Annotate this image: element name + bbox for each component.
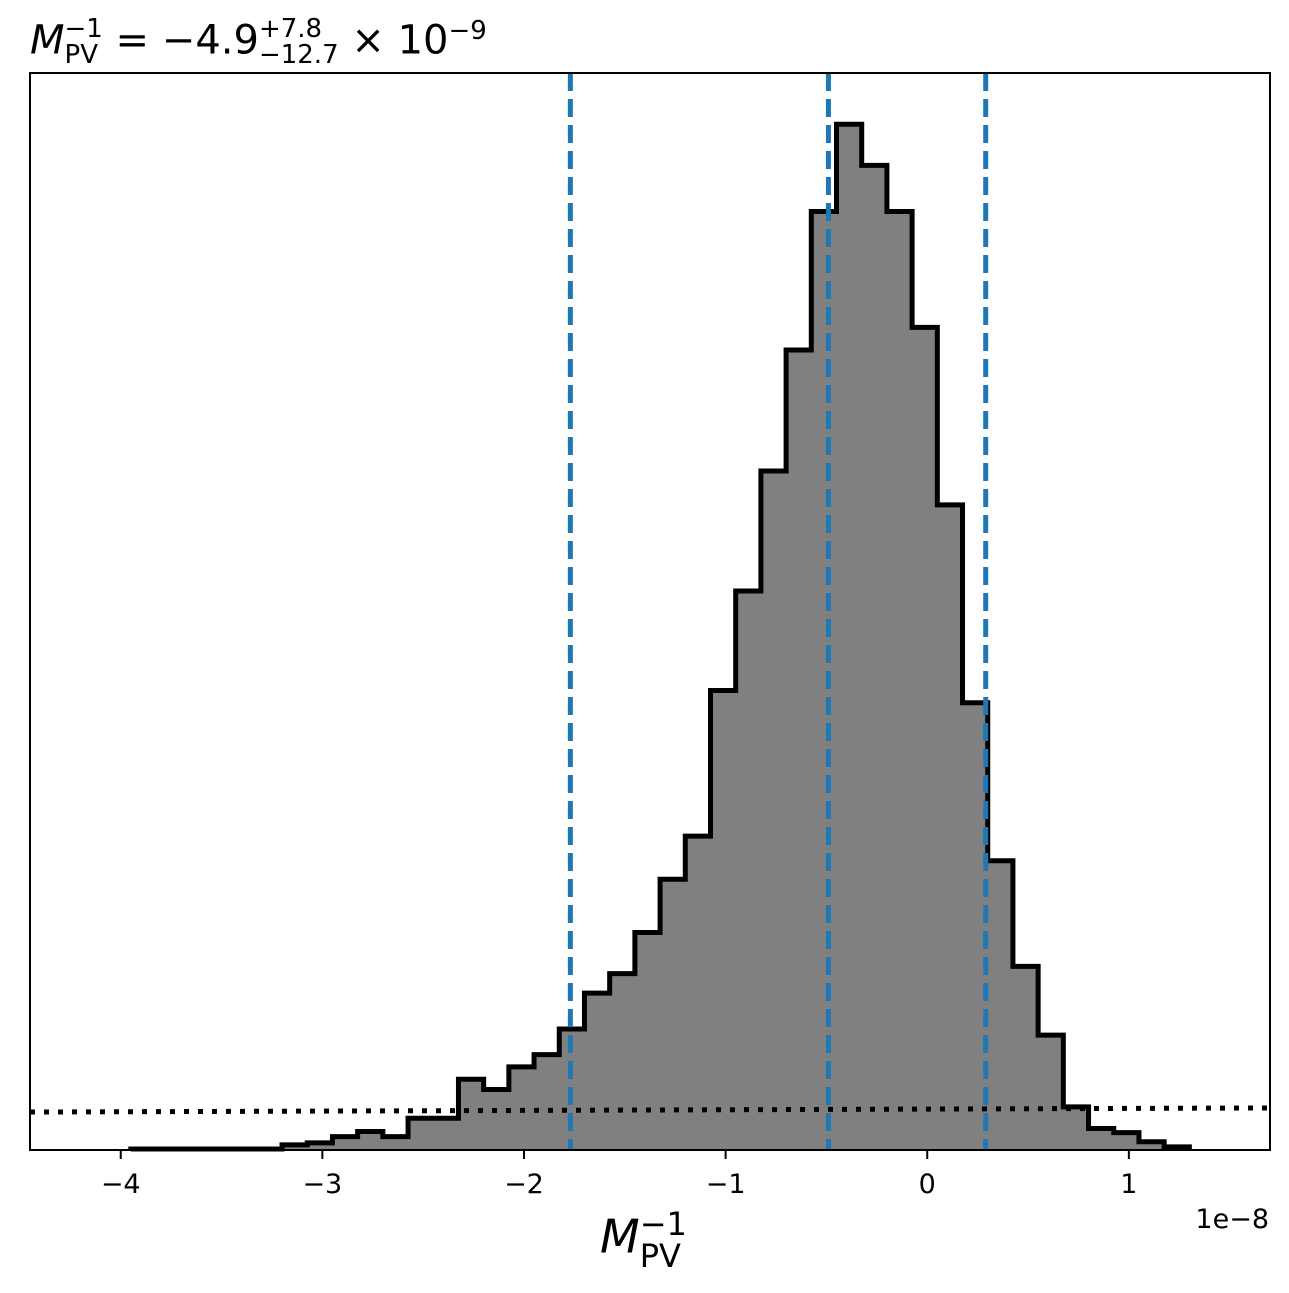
histogram-bar [912,327,938,1150]
histogram-bar [1113,1132,1140,1150]
x-axis-label: M −1 PV [600,1208,687,1272]
histogram-bar [332,1136,359,1150]
histogram-bar [735,590,762,1150]
x-tick-label: −4 [101,1169,141,1200]
title-times: × 10 [338,17,449,64]
histogram-bar [710,690,737,1150]
xlabel-sub: PV [639,1237,681,1275]
x-tick-label: −1 [706,1169,746,1200]
xlabel-sup: −1 [639,1205,687,1243]
histogram-bar [811,211,838,1150]
histogram-bar [760,470,787,1150]
histogram-bar [987,860,1014,1150]
histogram-bar [357,1131,384,1150]
plot-frame [29,72,1271,1151]
histogram-bar [660,879,686,1150]
histogram-bars [130,124,1190,1151]
histogram-bar [1063,1106,1090,1150]
quantile-lines [567,73,989,1150]
histogram-bar [458,1079,485,1150]
histogram-bar [534,1054,560,1150]
histogram-bar [861,165,888,1151]
x-axis-offset-label: 1e−8 [1195,1204,1269,1235]
histogram-bar [408,1118,434,1150]
x-axis-ticks: −4 −3 −2 −1 0 1 [101,1150,1137,1200]
histogram-bar [483,1089,510,1150]
histogram-bar [962,702,989,1150]
histogram-bar [382,1136,409,1150]
xlabel-symbol: M [600,1209,640,1264]
histogram-bar [584,993,611,1150]
title-err-minus: −12.7 [258,40,339,71]
histogram-bar [282,1144,308,1150]
x-tick-label: 0 [919,1169,936,1200]
x-tick-label: −3 [302,1169,342,1200]
title-exponent: −9 [448,16,487,46]
histogram-bar [634,932,661,1150]
x-tick-label: −2 [504,1169,544,1200]
histogram-bar [836,124,863,1150]
title-err-plus: +7.8 [258,14,323,45]
histogram-bar [433,1118,460,1150]
chart-title: M −1 PV = −4.9 +7.8 −12.7 × 10−9 [30,6,487,68]
x-tick-label: 1 [1120,1169,1137,1200]
title-symbol-scripts: −1 PV [65,16,103,68]
histogram-outline [128,121,1192,1152]
xlabel-scripts: −1 PV [640,1208,687,1272]
histogram-bar [1088,1128,1115,1150]
histogram-bar [685,836,712,1150]
histogram-bar [886,211,913,1150]
histogram-bar [937,504,964,1151]
title-symbol: M [30,17,65,64]
histogram-bar [786,349,812,1150]
title-errors: +7.8 −12.7 [259,16,339,68]
prior-line [29,1105,1271,1115]
title-symbol-sub: PV [64,40,98,71]
histogram-bar [1012,966,1039,1150]
histogram-bar [1038,1035,1064,1150]
histogram-bar [1138,1141,1165,1150]
title-equals: = [102,17,162,64]
histogram-bar [609,973,636,1150]
title-symbol-sup: −1 [64,14,103,45]
histogram-bar [307,1142,334,1150]
title-value: −4.9 [161,17,259,64]
